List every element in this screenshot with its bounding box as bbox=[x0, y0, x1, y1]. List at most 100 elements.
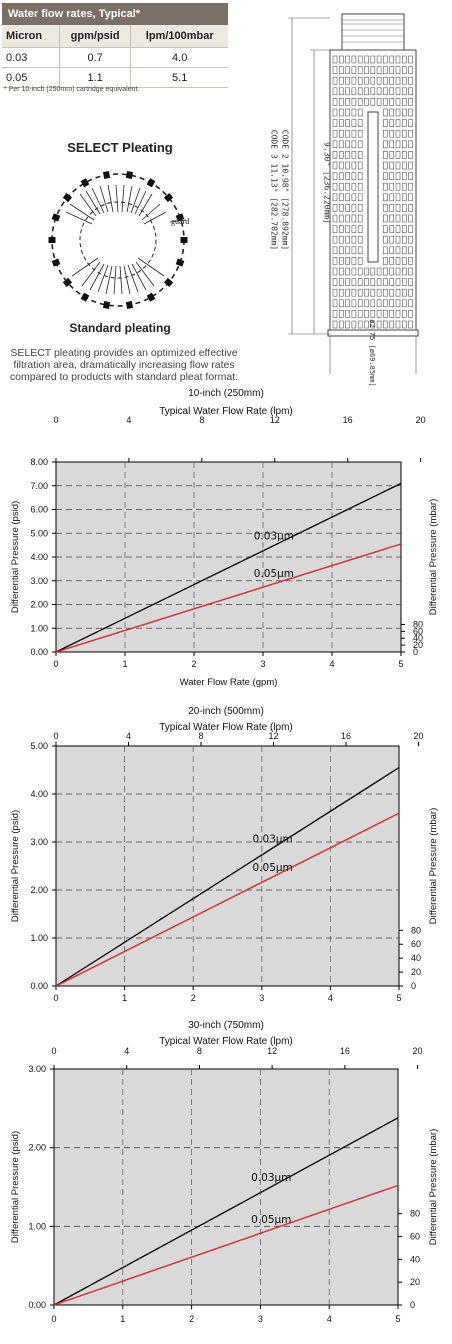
select-pleats bbox=[65, 184, 167, 225]
cartridge-slot bbox=[357, 257, 363, 265]
top-tick-label: 12 bbox=[267, 1046, 277, 1056]
cartridge-slot bbox=[402, 172, 407, 180]
cartridge-slot bbox=[351, 193, 357, 202]
cartridge-slot bbox=[395, 76, 401, 85]
cartridge-slot bbox=[376, 320, 382, 329]
cartridge-slot bbox=[395, 246, 401, 255]
cartridge-slot bbox=[357, 214, 363, 223]
right-tick-label: 80 bbox=[411, 925, 421, 935]
cartridge-slot bbox=[357, 108, 363, 117]
cartridge-slot bbox=[389, 76, 394, 85]
cartridge-slot bbox=[339, 172, 344, 180]
cartridge-slot bbox=[383, 87, 388, 96]
cartridge-slot bbox=[389, 193, 394, 202]
cartridge-slot bbox=[339, 288, 344, 297]
cartridge-slot bbox=[402, 235, 407, 244]
cartridge-slot bbox=[351, 98, 357, 106]
cartridge-slot bbox=[357, 140, 363, 149]
cartridge-slot bbox=[402, 299, 407, 308]
cartridge-slot bbox=[383, 98, 388, 106]
guard-blocks bbox=[48, 171, 188, 309]
cartridge-slot bbox=[345, 55, 350, 64]
guard-block bbox=[175, 213, 185, 222]
cartridge-slot bbox=[389, 172, 394, 180]
guard-block bbox=[146, 178, 156, 188]
cartridge-slot bbox=[408, 172, 413, 180]
cartridge-slot bbox=[376, 87, 382, 96]
x-axis-label: Water Flow Rate (gpm) bbox=[180, 677, 278, 688]
cartridge-slot bbox=[332, 87, 338, 96]
y-tick-label: 2.00 bbox=[30, 885, 48, 895]
cartridge-slot bbox=[332, 214, 338, 223]
dimension-label: 9.30" [236.220mm] bbox=[322, 142, 332, 224]
cartridge-slot bbox=[389, 267, 394, 276]
cartridge-slot bbox=[339, 140, 344, 149]
cartridge-slot bbox=[351, 129, 357, 138]
cartridge-slot bbox=[351, 267, 357, 276]
cartridge-slot bbox=[345, 161, 350, 170]
cartridge-slot bbox=[395, 129, 401, 138]
cartridge-slot bbox=[408, 193, 413, 202]
cartridge-slot bbox=[383, 140, 388, 149]
cartridge-slot bbox=[332, 310, 338, 318]
cartridge-slot bbox=[345, 151, 350, 159]
cartridge-slot bbox=[408, 310, 413, 318]
cartridge-slot bbox=[402, 225, 407, 233]
cartridge-slot bbox=[351, 108, 357, 117]
cartridge-slot bbox=[345, 246, 350, 255]
cartridge-slot bbox=[370, 87, 376, 96]
cartridge-slot bbox=[339, 320, 344, 329]
cartridge-slot bbox=[402, 193, 407, 202]
cartridge-slot bbox=[395, 193, 401, 202]
cartridge-slot bbox=[408, 119, 413, 127]
cartridge-slot bbox=[402, 55, 407, 64]
cartridge-slot bbox=[383, 161, 388, 170]
cartridge-slot bbox=[370, 288, 376, 297]
chart-title: 30-inch (750mm) bbox=[188, 1020, 264, 1031]
cartridge-slot bbox=[402, 108, 407, 117]
x-tick-label: 2 bbox=[191, 659, 196, 669]
cartridge-slot bbox=[408, 267, 413, 276]
cartridge-slot bbox=[408, 235, 413, 244]
cartridge-slot bbox=[339, 161, 344, 170]
cartridge-slot bbox=[332, 55, 338, 64]
cartridge-slot bbox=[345, 182, 350, 191]
cartridge-slot bbox=[332, 182, 338, 191]
cartridge-slot bbox=[370, 320, 376, 329]
cartridge-slot bbox=[383, 214, 388, 223]
cartridge-top-cap bbox=[341, 13, 405, 51]
cartridge-slot bbox=[332, 225, 338, 233]
dimension-label: CODE 2 10.98" [278.892mm] bbox=[280, 129, 290, 251]
cartridge-slot bbox=[402, 257, 407, 265]
guard-block bbox=[146, 292, 156, 302]
cartridge-slot bbox=[383, 108, 388, 117]
cartridge-slot bbox=[383, 55, 388, 64]
cartridge-slot bbox=[395, 151, 401, 159]
cartridge-slot bbox=[357, 225, 363, 233]
cartridge-slot bbox=[408, 214, 413, 223]
pleating-description: SELECT pleating provides an optimized ef… bbox=[9, 347, 239, 383]
cartridge-slot bbox=[389, 182, 394, 191]
cartridge-slot bbox=[389, 235, 394, 244]
cartridge-slot bbox=[345, 278, 350, 286]
x-tick-label: 4 bbox=[327, 1314, 332, 1324]
flow-rate-table: Water flow rates, Typical* Micron gpm/ps… bbox=[2, 3, 228, 88]
top-tick-label: 8 bbox=[198, 731, 203, 741]
cartridge-slot bbox=[370, 55, 376, 64]
y-tick-label: 1.00 bbox=[28, 1221, 46, 1231]
cartridge-slot bbox=[357, 320, 363, 329]
cartridge-slot bbox=[351, 320, 357, 329]
cartridge-slot bbox=[357, 66, 363, 74]
cartridge-slot bbox=[332, 278, 338, 286]
cartridge-slot bbox=[357, 310, 363, 318]
x-tick-label: 1 bbox=[122, 993, 127, 1003]
table-row: 0.05 1.1 5.1 bbox=[2, 67, 228, 88]
cartridge-slot bbox=[339, 87, 344, 96]
y-tick-label: 4.00 bbox=[30, 552, 48, 562]
cartridge-slot bbox=[339, 151, 344, 159]
cartridge-slot bbox=[345, 87, 350, 96]
top-axis-label: Typical Water Flow Rate (lpm) bbox=[159, 406, 293, 417]
cartridge-slot bbox=[376, 267, 382, 276]
cartridge-bottom-ring bbox=[327, 329, 419, 337]
cartridge-slot bbox=[351, 151, 357, 159]
